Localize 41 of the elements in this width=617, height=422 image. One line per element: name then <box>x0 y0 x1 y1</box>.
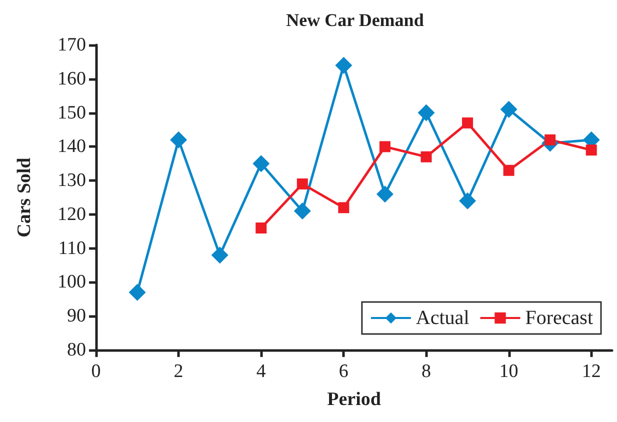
point <box>252 155 270 172</box>
point <box>379 141 390 152</box>
x-tick-label: 6 <box>338 361 348 382</box>
x-tick-label: 2 <box>174 361 184 382</box>
legend-label: Forecast <box>525 307 594 329</box>
chart-title: New Car Demand <box>286 10 424 30</box>
point <box>544 134 556 146</box>
point <box>256 222 267 234</box>
y-tick-label: 130 <box>58 170 86 192</box>
y-tick-label: 140 <box>58 136 86 158</box>
point <box>296 178 308 190</box>
point <box>586 144 597 156</box>
y-axis-title: Cars Sold <box>14 157 35 238</box>
point <box>128 284 146 301</box>
x-tick-label: 12 <box>582 361 601 382</box>
y-tick-label: 150 <box>58 102 86 124</box>
point <box>462 117 474 128</box>
y-tick-label: 120 <box>58 204 86 225</box>
x-tick-label: 8 <box>421 361 431 382</box>
point <box>376 186 394 203</box>
point <box>170 131 188 148</box>
point <box>459 192 476 210</box>
point <box>503 164 514 176</box>
x-tick-label: 4 <box>256 361 266 382</box>
point <box>335 56 352 74</box>
x-axis-title: Period <box>327 389 382 410</box>
point <box>420 151 432 162</box>
y-tick-label: 100 <box>58 272 86 293</box>
y-tick-label: 90 <box>67 306 86 327</box>
y-tick-label: 110 <box>58 238 86 259</box>
point <box>211 246 228 264</box>
y-tick-label: 170 <box>58 34 86 56</box>
x-tick-label: 10 <box>499 361 518 382</box>
point <box>418 104 435 122</box>
legend-label: Actual <box>416 307 470 329</box>
y-tick-label: 160 <box>58 68 86 90</box>
x-tick-label: 0 <box>91 361 101 382</box>
point <box>338 202 350 214</box>
y-tick-label: 80 <box>67 340 86 360</box>
point <box>500 100 518 118</box>
point <box>294 202 311 220</box>
